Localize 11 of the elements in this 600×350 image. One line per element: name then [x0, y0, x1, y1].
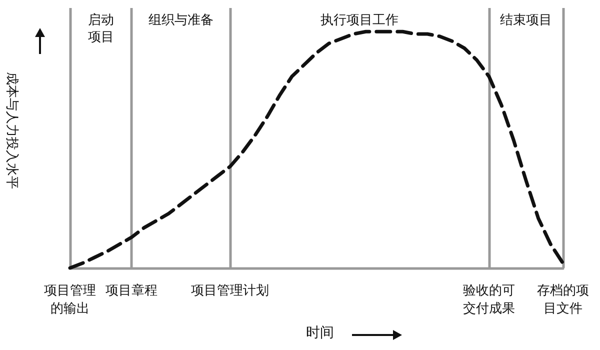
y-axis-title: 成本与人力投入水平 — [4, 72, 19, 189]
text: 组织与准备 — [148, 13, 214, 28]
text: 结束项目 — [500, 13, 552, 28]
annotation: 启动项目 — [88, 12, 114, 45]
x-tick-label: 验收的可交付成果 — [463, 284, 516, 316]
text: 执行项目工作 — [320, 13, 399, 28]
x-axis-title: 时间 — [306, 325, 334, 341]
x-tick-label: 项目管理的输出 — [44, 284, 96, 316]
x-tick-label: 项目章程 — [106, 284, 158, 298]
x-tick-label: 项目管理计划 — [191, 284, 270, 298]
x-tick-label: 存档的项目文件 — [537, 284, 589, 316]
